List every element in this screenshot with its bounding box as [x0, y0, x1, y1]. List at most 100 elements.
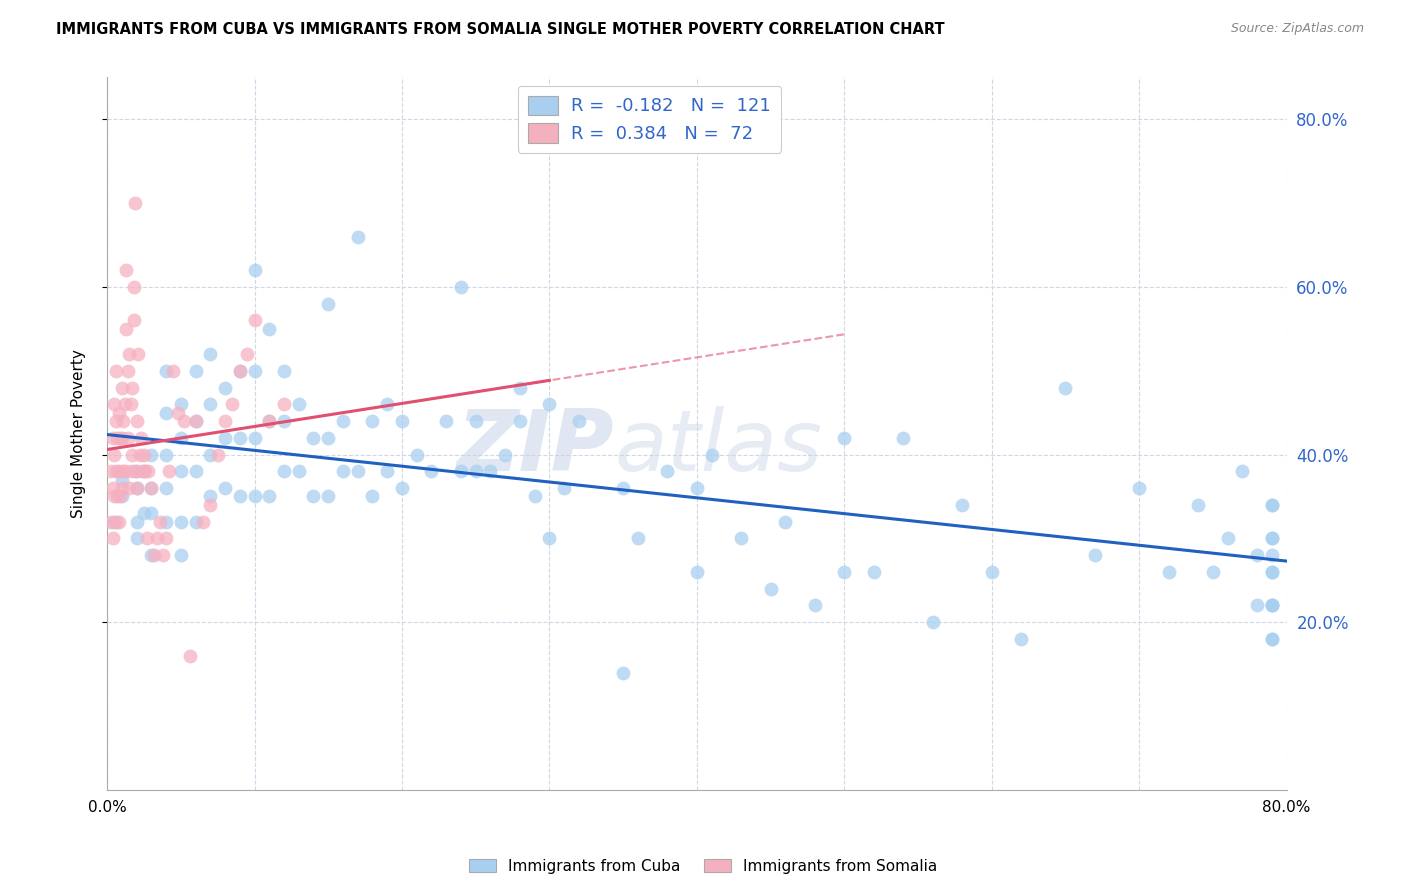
Point — [686, 565, 709, 579]
Point — [1261, 599, 1284, 613]
Point — [120, 464, 142, 478]
Point — [375, 464, 398, 478]
Point — [332, 414, 354, 428]
Point — [450, 464, 472, 478]
Point — [700, 448, 723, 462]
Point — [141, 548, 163, 562]
Point — [115, 322, 138, 336]
Point — [118, 347, 141, 361]
Point — [980, 565, 1002, 579]
Point — [316, 431, 339, 445]
Point — [131, 464, 153, 478]
Point — [273, 397, 295, 411]
Point — [146, 532, 169, 546]
Point — [627, 532, 650, 546]
Point — [775, 515, 797, 529]
Point — [200, 498, 222, 512]
Text: ZIP: ZIP — [457, 407, 614, 490]
Point — [124, 196, 146, 211]
Point — [141, 506, 163, 520]
Point — [108, 464, 131, 478]
Point — [149, 515, 172, 529]
Point — [287, 397, 309, 411]
Point — [155, 515, 177, 529]
Point — [236, 347, 259, 361]
Point — [229, 490, 252, 504]
Point — [509, 414, 531, 428]
Point — [243, 313, 266, 327]
Point — [127, 347, 149, 361]
Point — [214, 481, 236, 495]
Point — [612, 481, 634, 495]
Point — [155, 532, 177, 546]
Point — [1084, 548, 1107, 562]
Point — [104, 464, 127, 478]
Point — [101, 431, 124, 445]
Point — [105, 490, 128, 504]
Point — [1261, 632, 1284, 646]
Point — [101, 481, 124, 495]
Point — [111, 431, 134, 445]
Point — [200, 490, 222, 504]
Point — [155, 448, 177, 462]
Point — [361, 414, 384, 428]
Point — [155, 364, 177, 378]
Point — [112, 414, 135, 428]
Point — [229, 364, 252, 378]
Point — [200, 448, 222, 462]
Text: Source: ZipAtlas.com: Source: ZipAtlas.com — [1230, 22, 1364, 36]
Point — [391, 414, 413, 428]
Point — [103, 515, 125, 529]
Point — [316, 490, 339, 504]
Point — [420, 464, 443, 478]
Point — [479, 464, 502, 478]
Point — [553, 481, 575, 495]
Point — [179, 648, 201, 663]
Point — [132, 506, 155, 520]
Point — [114, 397, 136, 411]
Point — [138, 464, 160, 478]
Point — [259, 414, 281, 428]
Point — [132, 448, 155, 462]
Point — [1261, 632, 1284, 646]
Point — [125, 532, 148, 546]
Point — [1261, 548, 1284, 562]
Point — [129, 431, 152, 445]
Point — [108, 406, 131, 420]
Point — [103, 490, 125, 504]
Point — [157, 464, 180, 478]
Point — [273, 364, 295, 378]
Point — [1232, 464, 1254, 478]
Point — [229, 364, 252, 378]
Point — [862, 565, 884, 579]
Point — [170, 431, 193, 445]
Point — [612, 665, 634, 680]
Point — [103, 448, 125, 462]
Point — [170, 397, 193, 411]
Point — [1261, 565, 1284, 579]
Point — [141, 481, 163, 495]
Point — [111, 490, 134, 504]
Point — [1261, 532, 1284, 546]
Point — [214, 431, 236, 445]
Point — [1187, 498, 1209, 512]
Point — [111, 473, 134, 487]
Point — [104, 414, 127, 428]
Point — [1246, 599, 1268, 613]
Point — [105, 431, 128, 445]
Point — [1261, 498, 1284, 512]
Point — [568, 414, 591, 428]
Point — [243, 263, 266, 277]
Point — [100, 464, 122, 478]
Point — [132, 464, 155, 478]
Point — [141, 481, 163, 495]
Point — [221, 397, 243, 411]
Point — [122, 280, 145, 294]
Point — [804, 599, 827, 613]
Point — [1246, 548, 1268, 562]
Point — [124, 464, 146, 478]
Point — [184, 414, 207, 428]
Point — [686, 481, 709, 495]
Point — [134, 464, 156, 478]
Point — [184, 364, 207, 378]
